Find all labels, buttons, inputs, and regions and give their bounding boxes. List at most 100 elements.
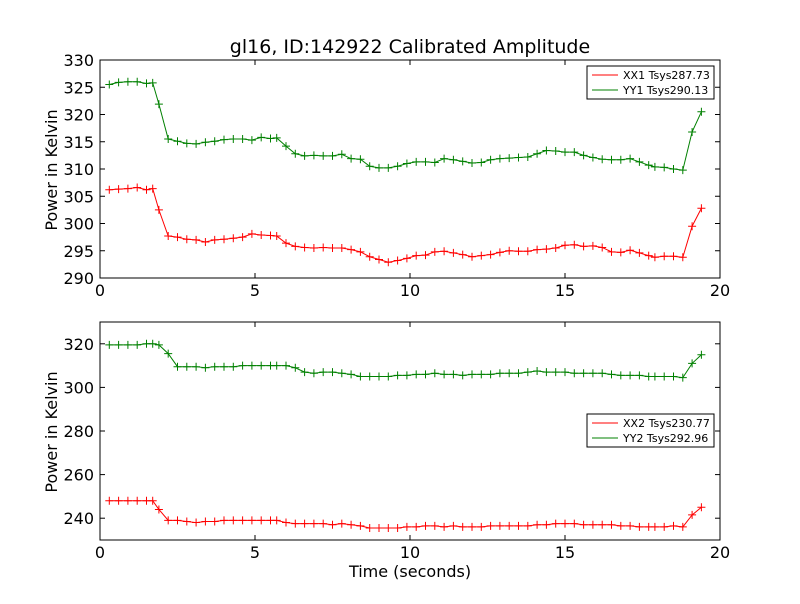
top-data-point — [266, 231, 275, 240]
top-data-point — [210, 137, 219, 146]
top-legend-label-xx1: XX1 Tsys287.73 — [623, 69, 710, 82]
top-data-point — [412, 251, 421, 260]
top-data-point — [449, 248, 458, 257]
bottom-data-point — [505, 369, 514, 378]
top-data-point — [201, 138, 210, 147]
top-data-point — [588, 153, 597, 162]
top-y-tick-label: 305 — [63, 187, 94, 206]
bottom-data-point — [523, 521, 532, 530]
top-data-point — [678, 253, 687, 262]
bottom-data-point — [533, 367, 542, 376]
bottom-data-point — [105, 496, 114, 505]
bottom-x-tick-label: 0 — [95, 543, 105, 562]
top-data-point — [644, 251, 653, 260]
top-data-point — [347, 154, 356, 163]
top-y-tick-label: 295 — [63, 242, 94, 261]
top-data-point — [173, 137, 182, 146]
top-data-point — [105, 185, 114, 194]
bottom-data-point — [105, 340, 114, 349]
bottom-data-point — [282, 518, 290, 527]
top-data-point — [468, 252, 476, 261]
top-data-point — [616, 155, 625, 164]
top-data-point — [114, 185, 123, 194]
bottom-data-point — [616, 371, 625, 380]
bottom-data-point — [272, 361, 281, 370]
top-data-point — [291, 149, 300, 158]
top-data-point — [505, 154, 514, 163]
bottom-data-point — [579, 369, 588, 378]
bottom-data-point — [319, 519, 328, 528]
bottom-axis-ticks: 0 5 10 15 20 240 260 280 300 320 — [63, 322, 730, 562]
top-data-point — [393, 162, 402, 171]
top-data-point — [148, 184, 157, 193]
top-data-point — [142, 79, 151, 88]
top-y-tick-label: 300 — [63, 215, 94, 234]
bottom-data-point — [337, 519, 346, 528]
top-data-point — [533, 149, 542, 158]
top-x-tick-label: 15 — [555, 281, 575, 300]
bottom-data-point — [688, 359, 697, 368]
top-data-point — [238, 135, 247, 144]
top-data-point — [133, 77, 142, 86]
bottom-data-point — [412, 370, 421, 379]
bottom-data-point — [229, 516, 238, 525]
bottom-panel: Power in Kelvin Time (seconds) 0 5 10 15 20 2… — [42, 321, 730, 581]
bottom-data-point — [114, 340, 123, 349]
bottom-data-point — [309, 369, 318, 378]
top-data-point — [148, 78, 157, 87]
bottom-data-point — [697, 350, 706, 359]
bottom-legend-label-xx2: XX2 Tsys230.77 — [623, 417, 710, 430]
top-data-point — [430, 247, 439, 256]
top-data-point — [393, 256, 402, 265]
bottom-data-point — [154, 505, 163, 514]
top-data-point — [114, 78, 123, 87]
top-data-point — [384, 163, 393, 172]
bottom-data-point — [561, 519, 569, 528]
bottom-data-point — [238, 516, 247, 525]
top-data-point — [561, 241, 569, 250]
top-data-point — [328, 244, 337, 253]
bottom-data-point — [542, 520, 551, 529]
top-data-point — [412, 157, 421, 166]
top-y-tick-label: 320 — [63, 106, 94, 125]
top-data-point — [257, 230, 266, 239]
bottom-data-point — [468, 522, 476, 531]
top-data-point — [514, 247, 523, 256]
bottom-data-point — [328, 368, 337, 377]
top-data-point — [300, 243, 309, 252]
bottom-data-point — [430, 521, 439, 530]
bottom-data-point — [421, 370, 430, 379]
top-data-point — [154, 100, 163, 109]
bottom-data-point — [440, 522, 449, 531]
top-data-point — [105, 80, 114, 89]
bottom-data-point — [635, 522, 644, 531]
bottom-data-point — [173, 362, 182, 371]
top-data-point — [337, 244, 346, 253]
x-axis-label: Time (seconds) — [348, 562, 471, 581]
top-data-point — [477, 251, 486, 260]
bottom-data-point — [514, 369, 523, 378]
top-legend-label-yy1: YY1 Tsys290.13 — [622, 84, 708, 97]
bottom-data-point — [220, 362, 228, 371]
top-data-point — [551, 244, 560, 253]
bottom-data-point — [607, 520, 616, 529]
bottom-data-point — [523, 368, 532, 377]
top-data-point — [650, 162, 659, 171]
top-data-point — [644, 161, 653, 170]
top-data-point — [142, 185, 151, 194]
bottom-data-point — [220, 516, 228, 525]
bottom-data-point — [375, 524, 383, 533]
top-data-point — [356, 247, 365, 256]
top-data-point — [588, 241, 597, 250]
bottom-data-point — [660, 372, 669, 381]
top-data-point — [561, 148, 569, 157]
top-data-point — [282, 239, 290, 248]
top-x-tick-label: 0 — [95, 281, 105, 300]
bottom-data-point — [678, 373, 687, 382]
bottom-data-point — [257, 361, 266, 370]
bottom-x-tick-label: 5 — [250, 543, 260, 562]
top-x-tick-label: 20 — [710, 281, 730, 300]
top-data-point — [688, 222, 697, 231]
bottom-data-point — [616, 521, 625, 530]
bottom-data-point — [356, 521, 365, 530]
